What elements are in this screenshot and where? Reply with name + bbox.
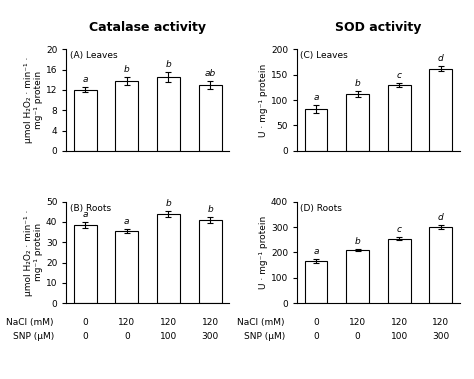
Y-axis label: μmol H₂O₂ · min⁻¹ ·
mg⁻¹ protein: μmol H₂O₂ · min⁻¹ · mg⁻¹ protein	[24, 57, 43, 143]
Text: 0: 0	[313, 332, 319, 341]
Text: 300: 300	[432, 332, 449, 341]
Text: 300: 300	[201, 332, 219, 341]
Text: a: a	[313, 247, 319, 256]
Text: 120: 120	[432, 318, 449, 327]
Text: (A) Leaves: (A) Leaves	[70, 51, 117, 60]
Text: 0: 0	[313, 318, 319, 327]
Text: 120: 120	[160, 318, 177, 327]
Text: (C) Leaves: (C) Leaves	[301, 51, 348, 60]
Text: b: b	[165, 60, 171, 69]
Text: a: a	[124, 217, 129, 226]
Text: b: b	[124, 65, 130, 74]
Text: 120: 120	[349, 318, 366, 327]
Bar	[74, 90, 97, 151]
Text: b: b	[165, 199, 171, 208]
Text: d: d	[438, 54, 444, 63]
Text: a: a	[82, 210, 88, 219]
Bar	[305, 109, 328, 151]
Text: ab: ab	[204, 69, 216, 78]
Text: 120: 120	[391, 318, 408, 327]
Text: b: b	[355, 79, 361, 88]
Bar	[346, 94, 369, 151]
Text: 100: 100	[391, 332, 408, 341]
Text: 120: 120	[201, 318, 219, 327]
Text: c: c	[397, 226, 402, 234]
Text: (B) Roots: (B) Roots	[70, 204, 111, 213]
Bar	[115, 81, 138, 151]
Text: a: a	[313, 93, 319, 102]
Bar	[199, 85, 221, 151]
Text: SOD activity: SOD activity	[335, 21, 422, 34]
Bar	[115, 231, 138, 303]
Bar	[388, 239, 411, 303]
Text: 120: 120	[118, 318, 136, 327]
Text: SNP (μM): SNP (μM)	[244, 332, 285, 341]
Y-axis label: μmol H₂O₂ · min⁻¹ ·
mg⁻¹ protein: μmol H₂O₂ · min⁻¹ · mg⁻¹ protein	[24, 209, 43, 296]
Text: 0: 0	[124, 332, 130, 341]
Text: 0: 0	[355, 332, 361, 341]
Bar	[199, 220, 221, 303]
Y-axis label: U · mg⁻¹ protein: U · mg⁻¹ protein	[259, 63, 268, 137]
Bar	[74, 225, 97, 303]
Text: d: d	[438, 213, 444, 222]
Bar	[388, 85, 411, 151]
Text: a: a	[82, 75, 88, 84]
Text: b: b	[207, 205, 213, 214]
Text: NaCl (mM): NaCl (mM)	[237, 318, 285, 327]
Text: 0: 0	[82, 332, 88, 341]
Bar	[429, 227, 452, 303]
Text: SNP (μM): SNP (μM)	[13, 332, 54, 341]
Text: c: c	[397, 71, 402, 80]
Bar	[157, 77, 180, 151]
Bar	[346, 250, 369, 303]
Y-axis label: U · mg⁻¹ protein: U · mg⁻¹ protein	[259, 216, 268, 289]
Text: Catalase activity: Catalase activity	[89, 21, 206, 34]
Bar	[157, 214, 180, 303]
Text: b: b	[355, 236, 361, 246]
Text: NaCl (mM): NaCl (mM)	[7, 318, 54, 327]
Text: 100: 100	[160, 332, 177, 341]
Text: 0: 0	[82, 318, 88, 327]
Bar	[429, 69, 452, 151]
Bar	[305, 261, 328, 303]
Text: (D) Roots: (D) Roots	[301, 204, 342, 213]
